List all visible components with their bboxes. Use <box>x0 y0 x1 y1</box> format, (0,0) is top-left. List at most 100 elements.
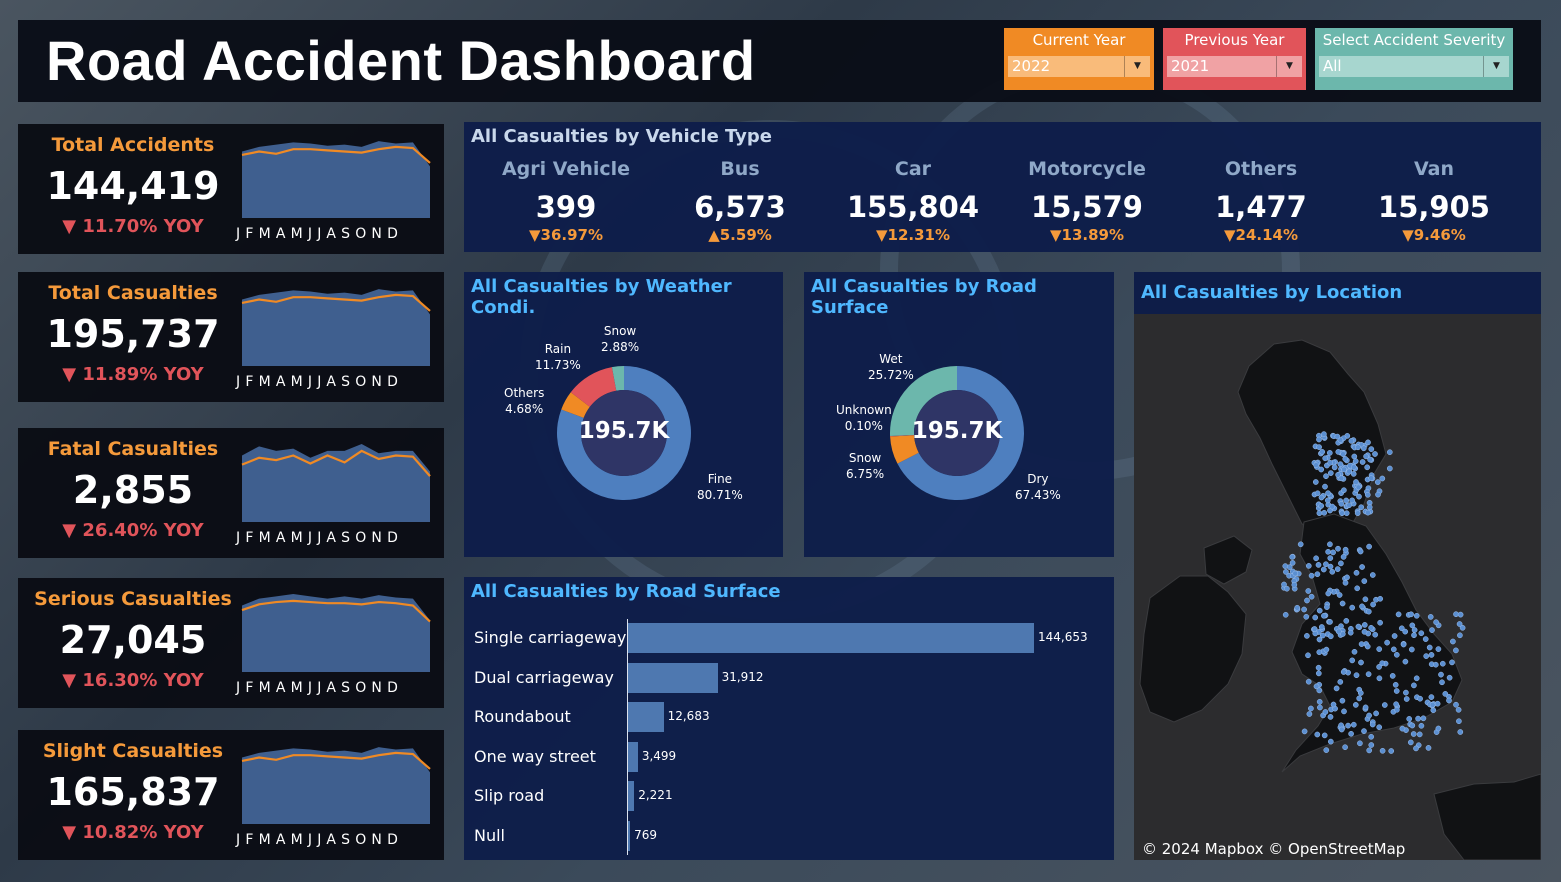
location-point[interactable] <box>1327 555 1334 561</box>
location-point[interactable] <box>1361 578 1368 584</box>
location-point[interactable] <box>1341 708 1347 715</box>
location-point[interactable] <box>1338 623 1344 630</box>
location-point[interactable] <box>1406 716 1413 722</box>
location-point[interactable] <box>1323 561 1329 568</box>
location-point[interactable] <box>1359 459 1366 465</box>
location-point[interactable] <box>1435 646 1442 652</box>
location-point[interactable] <box>1320 566 1327 573</box>
donut-slice-others[interactable] <box>561 392 590 418</box>
location-point[interactable] <box>1354 585 1361 592</box>
location-point[interactable] <box>1304 633 1310 639</box>
location-point[interactable] <box>1327 633 1334 640</box>
location-point[interactable] <box>1292 570 1299 577</box>
location-point[interactable] <box>1348 438 1355 444</box>
location-point[interactable] <box>1395 611 1402 618</box>
location-point[interactable] <box>1432 661 1439 668</box>
location-point[interactable] <box>1407 739 1414 746</box>
location-point[interactable] <box>1346 468 1353 475</box>
location-point[interactable] <box>1434 700 1441 707</box>
donut-slice-dry[interactable] <box>897 366 1024 500</box>
location-point[interactable] <box>1356 493 1362 500</box>
location-point[interactable] <box>1379 660 1386 667</box>
location-point[interactable] <box>1435 725 1442 732</box>
location-point[interactable] <box>1334 433 1341 440</box>
accident-severity-filter[interactable]: Select Accident Severity All ▼ <box>1315 28 1513 90</box>
location-point[interactable] <box>1399 725 1406 732</box>
location-point[interactable] <box>1330 549 1336 556</box>
uk-map[interactable] <box>1134 314 1541 860</box>
location-point[interactable] <box>1433 619 1439 626</box>
location-point[interactable] <box>1341 466 1347 473</box>
location-point[interactable] <box>1403 689 1409 696</box>
location-point[interactable] <box>1369 572 1376 578</box>
location-point[interactable] <box>1351 453 1358 460</box>
location-point[interactable] <box>1429 701 1436 708</box>
location-point[interactable] <box>1350 464 1357 471</box>
location-point[interactable] <box>1346 502 1352 509</box>
location-point[interactable] <box>1428 694 1435 700</box>
location-point[interactable] <box>1355 444 1361 451</box>
donut-slice-fine[interactable] <box>557 366 691 500</box>
location-point[interactable] <box>1400 641 1407 648</box>
location-point[interactable] <box>1365 671 1372 678</box>
location-point[interactable] <box>1339 600 1346 607</box>
location-point[interactable] <box>1305 678 1312 685</box>
location-point[interactable] <box>1294 604 1301 611</box>
location-point[interactable] <box>1297 541 1304 548</box>
location-point[interactable] <box>1393 651 1400 658</box>
location-point[interactable] <box>1392 681 1399 688</box>
location-point[interactable] <box>1411 682 1417 689</box>
location-point[interactable] <box>1353 672 1360 679</box>
location-point[interactable] <box>1286 564 1293 570</box>
location-point[interactable] <box>1367 456 1373 463</box>
location-point[interactable] <box>1282 611 1289 618</box>
location-point[interactable] <box>1324 604 1330 610</box>
location-point[interactable] <box>1335 471 1341 478</box>
location-point[interactable] <box>1379 747 1386 754</box>
location-point[interactable] <box>1353 479 1359 485</box>
location-point[interactable] <box>1325 548 1331 555</box>
location-point[interactable] <box>1381 702 1388 708</box>
road-type-bar[interactable] <box>628 741 638 772</box>
location-point[interactable] <box>1402 658 1409 665</box>
location-point[interactable] <box>1364 464 1371 471</box>
location-point[interactable] <box>1362 596 1369 603</box>
donut-slice-unknown[interactable] <box>890 434 915 437</box>
location-point[interactable] <box>1386 465 1393 472</box>
current-year-filter[interactable]: Current Year 2022 ▼ <box>1004 28 1154 90</box>
location-point[interactable] <box>1377 595 1384 602</box>
chevron-down-icon[interactable]: ▼ <box>1124 56 1150 77</box>
location-point[interactable] <box>1398 625 1405 632</box>
location-point[interactable] <box>1354 510 1361 517</box>
chevron-down-icon[interactable]: ▼ <box>1276 56 1302 77</box>
location-point[interactable] <box>1456 621 1463 627</box>
location-point[interactable] <box>1335 449 1342 455</box>
donut-slice-rain[interactable] <box>570 367 617 407</box>
location-point[interactable] <box>1322 483 1328 490</box>
location-point[interactable] <box>1429 627 1435 633</box>
location-point[interactable] <box>1459 624 1466 631</box>
location-point[interactable] <box>1342 546 1349 553</box>
location-point[interactable] <box>1388 748 1395 754</box>
location-point[interactable] <box>1391 633 1398 639</box>
location-point[interactable] <box>1321 732 1328 739</box>
location-point[interactable] <box>1417 695 1423 702</box>
location-point[interactable] <box>1341 487 1347 494</box>
location-point[interactable] <box>1457 632 1463 639</box>
location-point[interactable] <box>1376 675 1383 682</box>
location-point[interactable] <box>1314 731 1321 738</box>
location-point[interactable] <box>1343 497 1350 504</box>
location-point[interactable] <box>1457 729 1464 735</box>
location-point[interactable] <box>1393 701 1399 708</box>
location-point[interactable] <box>1305 652 1311 659</box>
previous-year-filter[interactable]: Previous Year 2021 ▼ <box>1163 28 1306 90</box>
location-point[interactable] <box>1335 628 1342 635</box>
location-point[interactable] <box>1340 451 1346 457</box>
location-point[interactable] <box>1334 566 1341 572</box>
location-point[interactable] <box>1327 738 1334 745</box>
location-point[interactable] <box>1338 560 1344 567</box>
location-point[interactable] <box>1314 571 1321 578</box>
location-point[interactable] <box>1384 639 1390 646</box>
location-point[interactable] <box>1316 698 1323 705</box>
location-point[interactable] <box>1315 670 1322 677</box>
